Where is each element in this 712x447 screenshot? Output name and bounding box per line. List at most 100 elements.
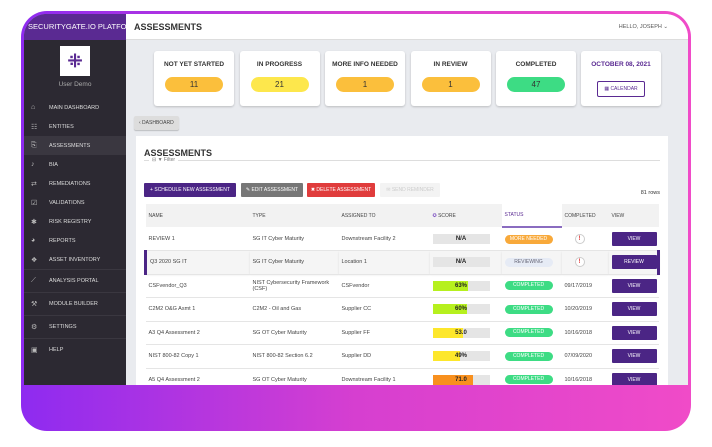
status-card-not-yet-started[interactable]: NOT YET STARTED 11 [154,51,234,106]
top-bar: ASSESSMENTS HELLO, JOSEPH ⌄ [126,14,688,40]
sidebar-item-main-dashboard[interactable]: ⌂ MAIN DASHBOARD [24,98,126,117]
sidebar-item-label: BIA [49,161,58,168]
schedule-new-assessment-button[interactable]: + SCHEDULE NEW ASSESSMENT [144,183,236,197]
assigned-to: Supplier FF [338,321,430,345]
users-icon: ☷ [31,123,38,131]
sidebar-item-reports[interactable]: ◕ REPORTS [24,231,126,250]
table-row[interactable]: A5 Q4 Assessment 2 SG OT Cyber Maturity … [145,368,659,385]
sidebar-item-label: ANALYSIS PORTAL [49,278,99,284]
table-row[interactable]: NIST 800-82 Copy 1 NIST 800-82 Section 6… [145,344,659,369]
assessment-type: NIST 800-82 Section 6.2 [249,344,339,369]
column-label: VIEW [611,212,625,219]
score-value: 60% [454,306,467,313]
incomplete-alert-icon: ! [574,257,585,268]
completed-date: 09/17/2019 [564,282,593,289]
column-header-completed[interactable]: COMPLETED [561,204,609,227]
status-badge: REVIEWING [504,257,553,267]
edit-assessment-button[interactable]: ✎ EDIT ASSESSMENT [241,183,303,197]
filter-toggle[interactable]: ⊟ ▼ Filter [144,157,660,167]
table-row[interactable]: A3 Q4 Assessment 2 SG OT Cyber Maturity … [145,321,659,345]
sidebar-item-bia[interactable]: ♪ BIA [24,155,126,174]
sidebar-item-label: VALIDATIONS [49,199,85,206]
incomplete-alert-icon: ! [574,233,585,244]
checkbox-icon: ☑ [31,199,38,207]
assessment-type: SG IT Cyber Maturity [249,250,339,275]
status-card-completed[interactable]: COMPLETED 47 [496,51,576,106]
status-card-more-info-needed[interactable]: MORE INFO NEEDED 1 [325,51,405,106]
card-label: IN PROGRESS [256,60,303,68]
view-button[interactable]: VIEW [611,372,657,385]
clipboard-icon: ⎘ [31,141,37,149]
table-row[interactable]: REVIEW 1 SG IT Cyber Maturity Downstream… [145,227,659,251]
assessment-name: A3 Q4 Assessment 2 [145,321,250,345]
completed-date: 10/16/2018 [564,329,593,336]
sidebar-item-label: SETTINGS [49,324,77,330]
sidebar-item-settings[interactable]: ⚙ SETTINGS [24,315,126,338]
card-label: COMPLETED [515,60,557,68]
column-header-score[interactable]: ✪ SCORE [429,204,502,227]
assessment-name: CSFvendor_Q3 [145,274,250,298]
view-button[interactable]: VIEW [611,278,657,293]
card-count: 11 [165,77,223,92]
sidebar-item-assessments[interactable]: ⎘ ASSESSMENTS [24,136,126,155]
calendar-label: CALENDAR [610,86,638,92]
assessment-name: C2M2 O&G Asmt 1 [145,297,250,322]
column-header-name[interactable]: NAME [145,204,250,227]
calendar-icon: ▦ [604,86,610,92]
card-count: 47 [507,77,565,92]
greeting: HELLO, JOSEPH [618,24,662,30]
sidebar-item-analysis-portal[interactable]: ⟋ ANALYSIS PORTAL [24,269,126,292]
sidebar-item-asset-inventory[interactable]: ❖ ASSET INVENTORY [24,250,126,269]
sidebar-item-remediations[interactable]: ⇄ REMEDIATIONS [24,174,126,193]
status-card-in-review[interactable]: IN REVIEW 1 [410,51,491,106]
sidebar-item-help[interactable]: ▣ HELP [24,338,126,361]
page-title: ASSESSMENTS [134,22,203,32]
score-bar: 49% [432,351,490,362]
column-label: ASSIGNED TO [341,212,376,219]
score-value: N/A [455,235,467,242]
sidebar-item-validations[interactable]: ☑ VALIDATIONS [24,193,126,212]
assessment-name: A5 Q4 Assessment 2 [145,368,250,385]
chevron-down-icon: ⌄ [663,24,668,30]
card-label: IN REVIEW [433,60,468,68]
column-header-status[interactable]: STATUS [501,204,562,228]
chart-icon: ⟋ [31,277,36,284]
delete-assessment-button[interactable]: ✖ DELETE ASSESSMENT [307,183,375,197]
column-header-type[interactable]: TYPE [249,204,339,227]
sidebar-item-label: ENTITIES [49,123,74,130]
assessments-table: NAME TYPE ASSIGNED TO ✪ SCORE STATUS COMPLETE… [144,204,660,385]
user-menu[interactable]: HELLO, JOSEPH ⌄ [619,24,668,30]
score-value: 53.0 [455,329,467,336]
view-button[interactable]: VIEW [611,302,657,317]
score-bar: 71.0 [432,374,490,385]
completed-date: 10/16/2018 [564,376,593,383]
send-reminder-button[interactable]: ✉ SEND REMINDER [380,183,440,197]
back-to-dashboard-button[interactable]: ‹ DASHBOARD [134,116,179,130]
table-row[interactable]: Q3 2020 SG IT SG IT Cyber Maturity Locat… [144,250,660,275]
assigned-to: Downstream Facility 1 [338,368,430,385]
sidebar-item-module-builder[interactable]: ⚒ MODULE BUILDER [24,292,126,315]
status-card-in-progress[interactable]: IN PROGRESS 21 [239,51,320,106]
sidebar-item-risk-registry[interactable]: ✱ RISK REGISTRY [24,212,126,231]
score-icon: ✪ [432,212,437,219]
sidebar-item-entities[interactable]: ☷ ENTITIES [24,117,126,136]
table-row[interactable]: CSFvendor_Q3 NIST Cybersecurity Framewor… [145,274,659,298]
card-count: 21 [250,77,309,92]
app-window: SECURITYGATE.IO PLATFORM ⁜ User Demo ⌂ MA… [24,14,688,385]
column-label: TYPE [252,212,266,219]
column-header-assigned-to[interactable]: ASSIGNED TO [338,204,430,227]
sidebar: SECURITYGATE.IO PLATFORM ⁜ User Demo ⌂ MA… [24,14,138,385]
sidebar-item-label: ASSESSMENTS [49,142,91,149]
review-button[interactable]: REVIEW [611,255,657,270]
score-value: 71.0 [455,376,467,383]
view-button[interactable]: VIEW [611,349,657,364]
assessment-type: SG IT Cyber Maturity [249,227,339,251]
table-row[interactable]: C2M2 O&G Asmt 1 C2M2 - Oil and Gas Suppl… [145,297,659,322]
row-count: 81 rows [640,190,660,196]
column-header-view[interactable]: VIEW [608,204,659,227]
score-bar: 53.0 [432,327,490,338]
view-button[interactable]: VIEW [611,325,657,340]
sidebar-item-label: HELP [49,347,64,353]
view-button[interactable]: VIEW [611,231,657,246]
calendar-button[interactable]: ▦ CALENDAR [597,81,645,97]
